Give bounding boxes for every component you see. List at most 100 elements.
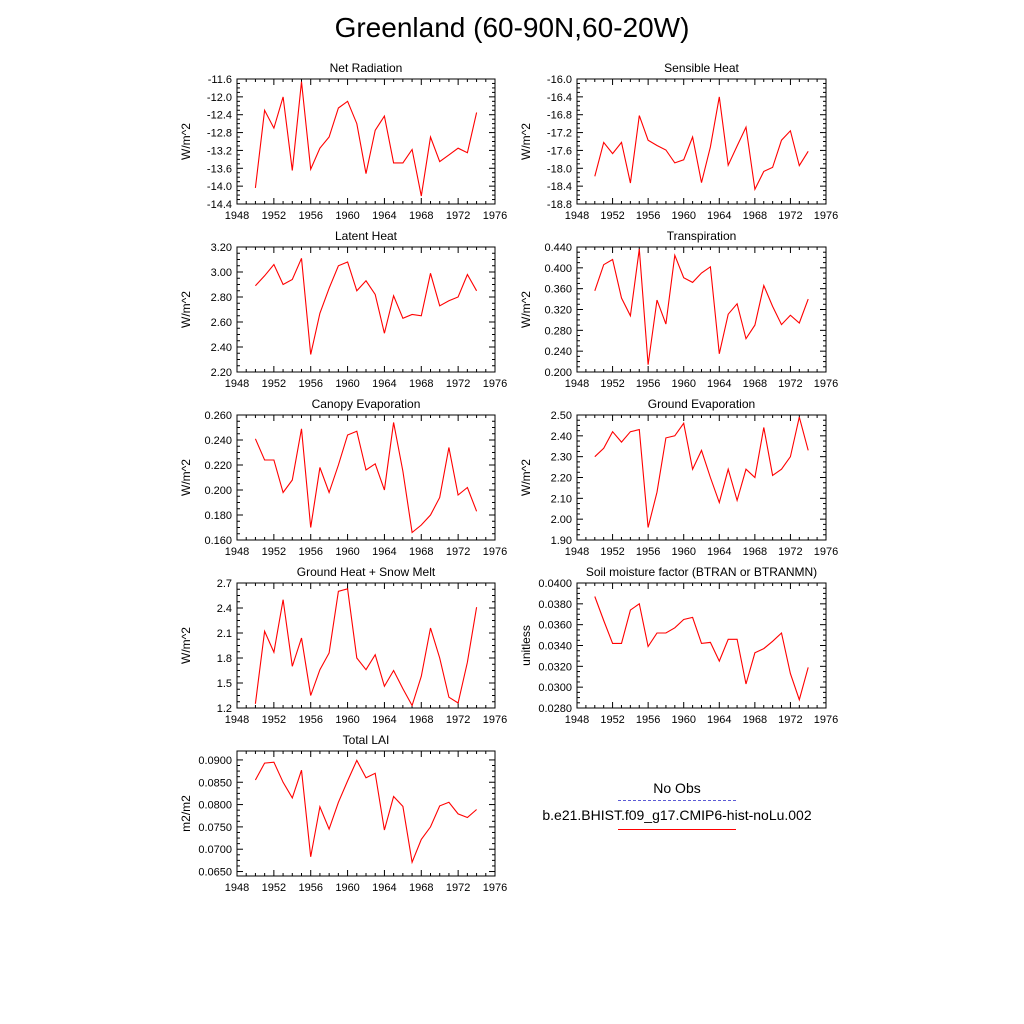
x-tick-label: 1976 bbox=[814, 210, 838, 222]
plot-frame bbox=[576, 78, 827, 205]
y-tick-label: 0.220 bbox=[204, 460, 232, 472]
x-tick-label: 1952 bbox=[262, 882, 286, 894]
y-tick-label: 3.00 bbox=[211, 267, 232, 279]
x-tick-label: 1964 bbox=[372, 882, 396, 894]
x-tick-label: 1952 bbox=[600, 546, 624, 558]
x-tick-label: 1948 bbox=[225, 882, 249, 894]
y-tick-label: 1.90 bbox=[551, 535, 572, 547]
x-tick-label: 1968 bbox=[409, 210, 433, 222]
x-tick-label: 1976 bbox=[814, 714, 838, 726]
y-tick-label: -12.0 bbox=[207, 92, 232, 104]
y-tick-label: 2.60 bbox=[211, 317, 232, 329]
y-tick-label: 0.320 bbox=[544, 305, 572, 317]
y-tick-label: 2.10 bbox=[551, 493, 572, 505]
x-tick-label: 1956 bbox=[298, 546, 322, 558]
y-tick-label: 2.80 bbox=[211, 292, 232, 304]
y-tick-label: 1.5 bbox=[217, 678, 232, 690]
x-tick-label: 1960 bbox=[335, 714, 359, 726]
x-tick-label: 1972 bbox=[446, 546, 470, 558]
y-tick-label: 0.440 bbox=[544, 242, 572, 254]
x-tick-label: 1952 bbox=[600, 210, 624, 222]
chart-panel-3: Latent Heat W/m^2 1948 1952 1956 1960 1964 1968… bbox=[179, 229, 507, 390]
x-tick-label: 1972 bbox=[778, 210, 802, 222]
chart-title: Canopy Evaporation bbox=[312, 397, 421, 411]
x-tick-label: 1976 bbox=[483, 546, 507, 558]
x-tick-label: 1976 bbox=[814, 378, 838, 390]
x-tick-label: 1976 bbox=[483, 378, 507, 390]
chart-title: Ground Heat + Snow Melt bbox=[297, 565, 436, 579]
x-tick-label: 1952 bbox=[262, 210, 286, 222]
y-tick-label: -17.6 bbox=[547, 145, 572, 157]
y-axis-label: W/m^2 bbox=[519, 291, 533, 328]
x-tick-label: 1956 bbox=[298, 714, 322, 726]
x-tick-label: 1972 bbox=[446, 882, 470, 894]
legend-model-label: b.e21.BHIST.f09_g17.CMIP6-hist-noLu.002 bbox=[542, 807, 812, 823]
series-line bbox=[254, 258, 478, 355]
y-axis-label: W/m^2 bbox=[179, 627, 193, 664]
x-tick-label: 1956 bbox=[636, 378, 660, 390]
plot-frame bbox=[576, 582, 827, 709]
y-tick-label: 2.40 bbox=[551, 431, 572, 443]
y-tick-label: -13.6 bbox=[207, 163, 232, 175]
y-tick-label: -17.2 bbox=[547, 128, 572, 140]
y-tick-label: 0.360 bbox=[544, 284, 572, 296]
y-tick-label: 2.4 bbox=[217, 603, 232, 615]
y-tick-label: 0.0850 bbox=[198, 777, 232, 789]
x-tick-label: 1972 bbox=[446, 714, 470, 726]
x-tick-label: 1952 bbox=[600, 378, 624, 390]
x-tick-label: 1952 bbox=[262, 546, 286, 558]
x-tick-label: 1964 bbox=[372, 210, 396, 222]
y-tick-label: 0.0800 bbox=[198, 800, 232, 812]
x-tick-label: 1960 bbox=[671, 546, 695, 558]
y-axis-label: W/m^2 bbox=[179, 459, 193, 496]
y-tick-label: 2.20 bbox=[551, 473, 572, 485]
x-tick-label: 1968 bbox=[409, 546, 433, 558]
chart-title: Transpiration bbox=[667, 229, 737, 243]
y-tick-label: 2.40 bbox=[211, 342, 232, 354]
legend-obs-line bbox=[618, 800, 736, 801]
y-tick-label: -13.2 bbox=[207, 145, 232, 157]
y-tick-label: -18.8 bbox=[547, 199, 572, 211]
x-tick-label: 1964 bbox=[707, 714, 731, 726]
chart-title: Soil moisture factor (BTRAN or BTRANMN) bbox=[586, 565, 817, 579]
series-line bbox=[254, 422, 478, 534]
y-tick-label: 0.0380 bbox=[538, 599, 572, 611]
x-tick-label: 1956 bbox=[636, 210, 660, 222]
series-line bbox=[254, 81, 478, 197]
chart-panel-9: Total LAI m2/m2 1948 1952 1956 1960 1964 1968 19… bbox=[179, 733, 507, 894]
y-tick-label: 2.7 bbox=[217, 578, 232, 590]
y-tick-label: -16.4 bbox=[547, 92, 572, 104]
x-tick-label: 1968 bbox=[409, 882, 433, 894]
series-line bbox=[594, 596, 809, 702]
chart-panel-8: Soil moisture factor (BTRAN or BTRANMN) u… bbox=[519, 565, 838, 726]
y-tick-label: 0.240 bbox=[544, 346, 572, 358]
y-tick-label: 0.400 bbox=[544, 263, 572, 275]
chart-panel-4: Transpiration W/m^2 1948 1952 1956 1960 1964 19… bbox=[519, 229, 838, 390]
plot-frame bbox=[236, 78, 496, 205]
y-tick-label: 2.30 bbox=[551, 452, 572, 464]
chart-panel-7: Ground Heat + Snow Melt W/m^2 1948 1952 1956… bbox=[179, 565, 507, 726]
y-axis-label: W/m^2 bbox=[519, 123, 533, 160]
y-axis-label: m2/m2 bbox=[179, 795, 193, 832]
y-tick-label: -11.6 bbox=[208, 74, 232, 86]
y-axis-label: W/m^2 bbox=[519, 459, 533, 496]
x-tick-label: 1972 bbox=[778, 714, 802, 726]
x-tick-label: 1972 bbox=[446, 378, 470, 390]
x-tick-label: 1956 bbox=[298, 210, 322, 222]
legend-model-line bbox=[618, 829, 736, 830]
chart-panel-1: Net Radiation W/m^2 1948 1952 1956 1960 1964 19… bbox=[179, 61, 507, 222]
x-tick-label: 1976 bbox=[814, 546, 838, 558]
chart-title: Total LAI bbox=[343, 733, 390, 747]
y-tick-label: 0.0750 bbox=[198, 822, 232, 834]
x-tick-label: 1956 bbox=[636, 546, 660, 558]
y-tick-label: 0.0280 bbox=[538, 703, 572, 715]
x-tick-label: 1964 bbox=[707, 378, 731, 390]
x-tick-label: 1948 bbox=[225, 210, 249, 222]
y-tick-label: 0.180 bbox=[204, 510, 232, 522]
x-tick-label: 1964 bbox=[372, 378, 396, 390]
x-tick-label: 1956 bbox=[636, 714, 660, 726]
y-tick-label: 0.0900 bbox=[198, 755, 232, 767]
x-tick-label: 1968 bbox=[743, 714, 767, 726]
y-tick-label: 0.280 bbox=[544, 325, 572, 337]
